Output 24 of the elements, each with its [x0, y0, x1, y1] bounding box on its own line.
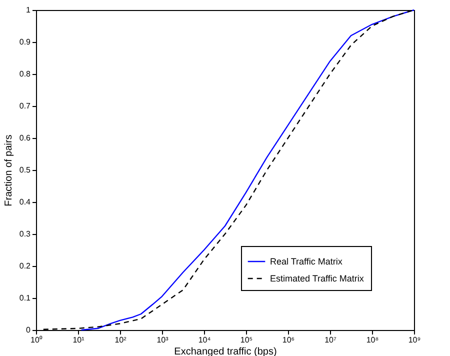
y-tick-label: 0.6	[19, 134, 32, 142]
y-tick-label: 0.1	[19, 294, 32, 302]
x-tick-label: 10³	[156, 336, 169, 344]
y-tick-label: 0.8	[19, 70, 32, 78]
x-tick-label: 10⁴	[198, 336, 212, 344]
y-tick-label: 0.9	[19, 38, 32, 46]
y-tick-label: 0.5	[19, 166, 32, 174]
y-axis-title: Fraction of pairs	[3, 134, 14, 206]
x-tick-label: 10⁸	[366, 336, 379, 344]
x-tick-label: 10⁷	[324, 336, 336, 344]
x-tick-label: 10¹	[72, 336, 85, 344]
x-tick-label: 10⁶	[282, 336, 295, 344]
y-tick-label: 1	[26, 6, 32, 14]
y-tick-label: 0.2	[19, 262, 32, 270]
legend-label: Estimated Traffic Matrix	[270, 274, 364, 284]
x-tick-label: 10⁵	[240, 336, 253, 344]
y-tick-label: 0.4	[19, 198, 32, 206]
x-tick-label: 10⁹	[408, 336, 421, 344]
y-tick-label: 0	[26, 326, 32, 334]
x-tick-label: 10⁰	[30, 336, 42, 344]
legend-label: Real Traffic Matrix	[270, 256, 343, 266]
x-tick-label: 10²	[114, 336, 127, 344]
y-tick-label: 0.7	[19, 102, 32, 110]
y-tick-label: 0.3	[19, 230, 32, 238]
